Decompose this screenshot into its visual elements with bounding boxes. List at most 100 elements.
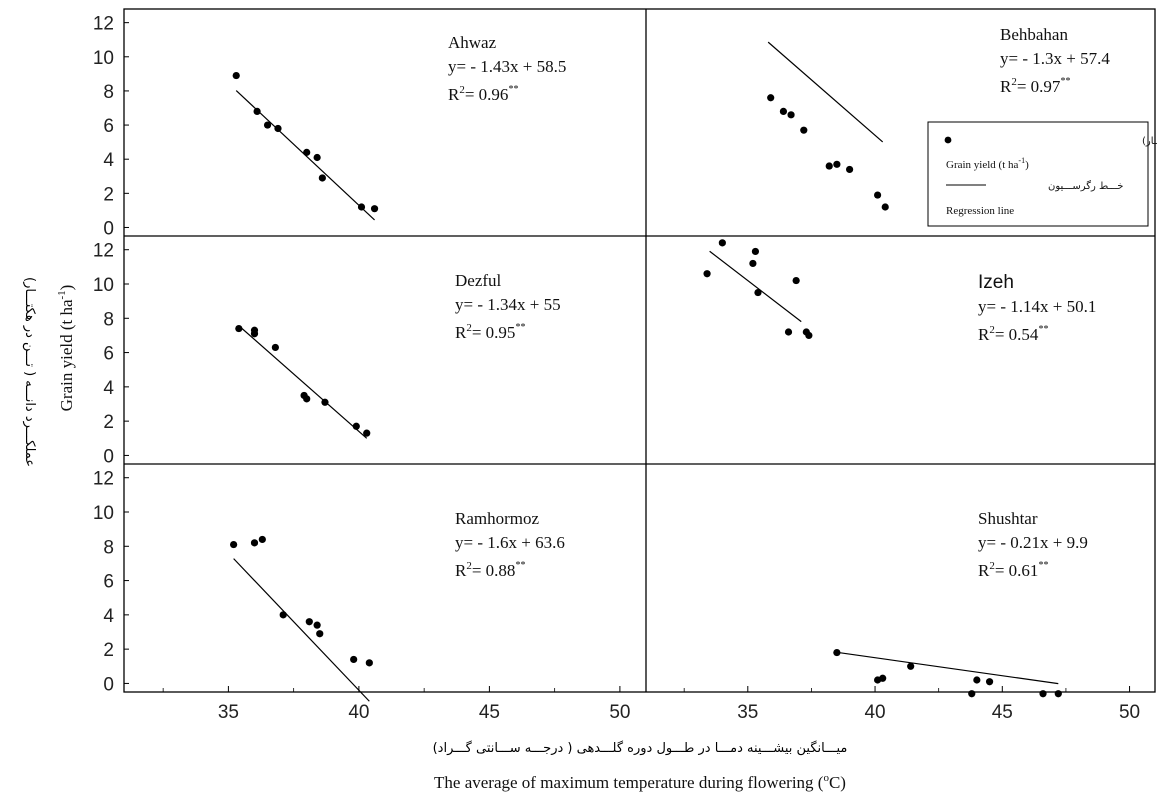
y-tick-label: 2 (103, 184, 114, 205)
legend-point-label-fa: عملکـــرد دانـــه ( تـــن در هکتـــار) (1142, 136, 1157, 147)
data-point (1054, 690, 1062, 698)
regression-equation: y= - 1.14x + 50.1 (978, 297, 1096, 316)
r-squared: R2= 0.96** (448, 84, 518, 104)
x-tick-label: 50 (609, 702, 630, 723)
regression-equation: y= - 1.3x + 57.4 (1000, 49, 1110, 68)
y-tick-label: 2 (103, 640, 114, 661)
r-squared: R2= 0.54** (978, 324, 1048, 344)
r-squared: R2= 0.95** (455, 322, 525, 342)
y-tick-label: 4 (103, 150, 114, 171)
data-point (784, 328, 793, 336)
y-tick-label: 10 (93, 275, 114, 296)
panel-title: Izeh (978, 272, 1014, 293)
data-point (879, 674, 887, 682)
y-tick-label: 12 (93, 469, 114, 490)
panel-title: Dezful (455, 271, 502, 290)
y-tick-label: 8 (103, 309, 114, 330)
x-tick-label: 45 (479, 702, 500, 723)
data-point (718, 239, 726, 247)
data-point (365, 659, 373, 667)
data-point (873, 191, 882, 199)
regression-equation: y= - 1.43x + 58.5 (448, 57, 566, 76)
data-point (357, 203, 366, 211)
data-point (316, 630, 324, 638)
data-point (370, 205, 379, 213)
data-point (703, 270, 711, 278)
data-point (805, 331, 813, 340)
regression-line (238, 325, 368, 439)
r-squared: R2= 0.97** (1000, 76, 1070, 96)
data-point (751, 247, 760, 256)
data-point (303, 148, 311, 156)
data-point (271, 343, 279, 352)
data-point (232, 71, 240, 80)
plot-frame (123, 8, 1156, 693)
data-point (274, 124, 282, 133)
x-axis-label-fa: میـــانگین بیشـــینه دمـــا در طـــول دو… (433, 740, 848, 756)
y-tick-label: 0 (103, 446, 114, 467)
y-tick-label: 12 (93, 241, 114, 262)
y-tick-label: 6 (103, 572, 114, 593)
panel-title: Ramhormoz (455, 509, 539, 528)
regression-equation: y= - 1.34x + 55 (455, 295, 561, 314)
y-axis-label-fa: عملکـــرد دانـــه ( تـــن در هکتـــار) (22, 277, 37, 467)
x-tick-label: 35 (218, 702, 239, 723)
y-tick-label: 8 (103, 537, 114, 558)
regression-equation: y= - 0.21x + 9.9 (978, 533, 1088, 552)
data-point (235, 324, 243, 333)
y-tick-label: 6 (103, 116, 114, 137)
legend-point-marker (944, 136, 952, 144)
legend-line-label-fa: خـــط رگرســـیون (1048, 180, 1123, 192)
data-point (846, 165, 854, 174)
x-tick-label: 45 (992, 702, 1013, 723)
panel-title: Ahwaz (448, 33, 497, 52)
data-point (258, 535, 266, 544)
data-point (881, 203, 889, 211)
data-point (779, 107, 788, 116)
x-tick-label: 35 (737, 702, 758, 723)
regression-line (836, 651, 1059, 685)
data-point (321, 398, 329, 406)
data-point (792, 276, 800, 285)
y-tick-label: 6 (103, 344, 114, 365)
data-point (833, 160, 841, 168)
data-point (230, 540, 238, 549)
x-tick-label: 40 (864, 702, 885, 723)
data-point (985, 678, 994, 686)
data-point (767, 94, 775, 102)
panel-title: Behbahan (1000, 25, 1068, 44)
regression-equation: y= - 1.6x + 63.6 (455, 533, 565, 552)
y-tick-label: 8 (103, 82, 114, 103)
data-point (318, 174, 326, 182)
x-axis-label-en: The average of maximum temperature durin… (434, 772, 846, 792)
regression-line (767, 41, 884, 143)
data-point (800, 126, 808, 134)
data-point (350, 655, 358, 664)
r-squared: R2= 0.88** (455, 560, 525, 580)
panel-title: Shushtar (978, 509, 1038, 528)
data-point (279, 611, 287, 619)
regression-line (709, 250, 802, 323)
r-squared: R2= 0.61** (978, 560, 1048, 580)
y-tick-label: 0 (103, 218, 114, 239)
y-tick-label: 4 (103, 606, 114, 627)
data-point (973, 676, 981, 684)
data-point (825, 162, 833, 170)
y-tick-label: 0 (103, 674, 114, 695)
data-point (352, 422, 360, 430)
data-point (313, 153, 321, 162)
legend-point-label-en: Grain yield (t ha-1) (946, 156, 1029, 171)
data-point (833, 648, 841, 657)
data-point (968, 690, 976, 698)
legend-line-label-en: Regression line (946, 205, 1014, 217)
data-point (754, 288, 762, 297)
regression-line (233, 558, 370, 702)
data-point (250, 330, 259, 338)
data-point (250, 539, 259, 547)
data-point (313, 621, 321, 629)
data-point (749, 259, 757, 268)
data-point (1039, 690, 1047, 698)
y-tick-label: 10 (93, 48, 114, 69)
x-tick-label: 40 (348, 702, 369, 723)
